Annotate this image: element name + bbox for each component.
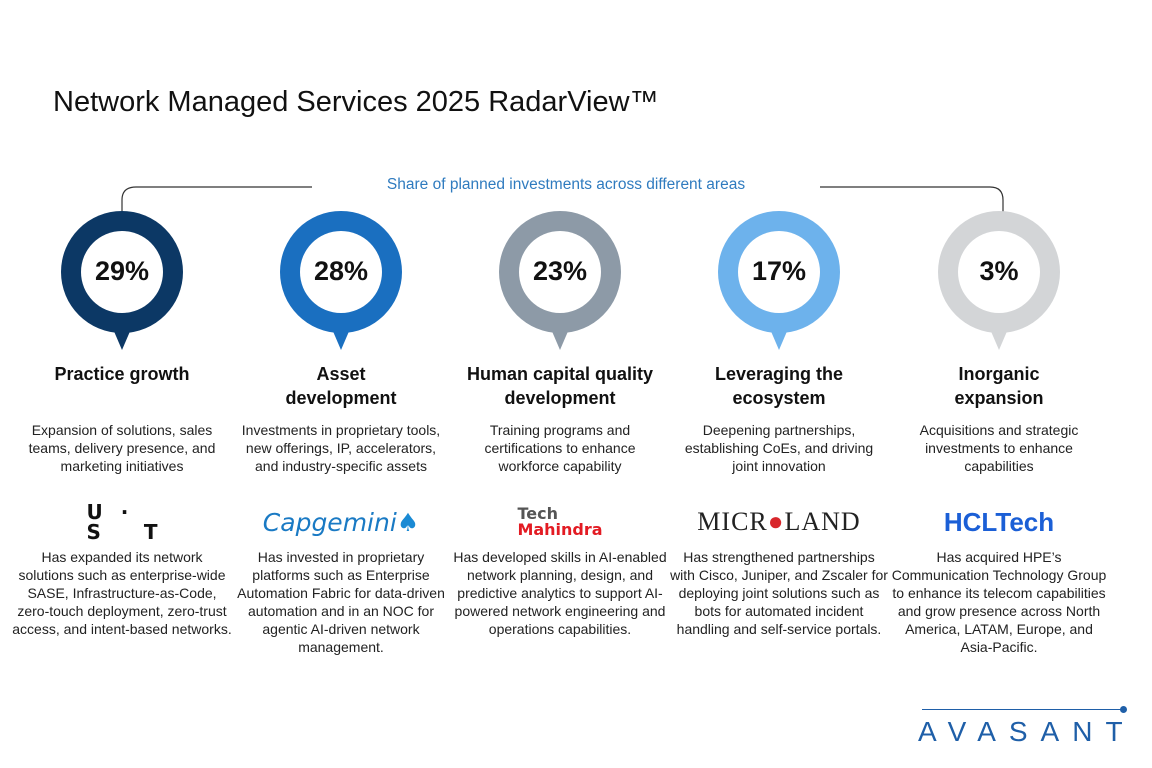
- percent-value: 17%: [751, 256, 807, 286]
- pin-marker-icon: [61, 211, 183, 350]
- company-logo: HCLTech: [889, 502, 1109, 542]
- percent-value: 3%: [979, 256, 1019, 286]
- capgemini-logo: Capgemini♠: [262, 507, 420, 537]
- bracket-connector: [121, 186, 1004, 232]
- area-description: Acquisitions and strategic investments t…: [919, 422, 1079, 474]
- area-description: Investments in proprietary tools, new of…: [241, 422, 441, 474]
- investment-column: 17% Leveraging the ecosystem Deepening p…: [669, 210, 889, 637]
- company-logo: Capgemini♠: [231, 502, 451, 542]
- area-heading: Human capital quality development: [466, 364, 654, 408]
- company-logo: MICR●LAND: [669, 502, 889, 542]
- percent-value: 23%: [532, 256, 588, 286]
- investment-column: 29% Practice growth Expansion of solutio…: [12, 210, 232, 637]
- subtitle: Share of planned investments across diff…: [386, 176, 746, 193]
- page-title: Network Managed Services 2025 RadarView™: [53, 86, 659, 118]
- investment-column: 3% Inorganic expansion Acquisitions and …: [889, 210, 1109, 655]
- pin-marker-icon: [280, 211, 402, 350]
- company-description: Has invested in proprietary platforms su…: [237, 549, 445, 655]
- company-logo: U· S T: [12, 502, 232, 542]
- company-description: Has strengthened partnerships with Cisco…: [670, 549, 888, 637]
- area-description: Training programs and certifications to …: [484, 422, 636, 474]
- microland-logo: MICR●LAND: [697, 507, 861, 536]
- company-logo: Tech Mahindra: [450, 502, 670, 542]
- percent-value: 29%: [94, 256, 150, 286]
- investment-column: 23% Human capital quality development Tr…: [450, 210, 670, 637]
- company-description: Has acquired HPE’s Communication Technol…: [891, 549, 1107, 655]
- percent-value: 28%: [313, 256, 369, 286]
- company-description: Has expanded its network solutions such …: [12, 549, 232, 637]
- ust-logo: U· S T: [86, 500, 176, 544]
- pin-marker-icon: [718, 211, 840, 350]
- area-description: Expansion of solutions, sales teams, del…: [28, 422, 216, 474]
- area-heading: Asset development: [285, 364, 397, 408]
- pin-marker-icon: [938, 211, 1060, 350]
- brand-name: AVASANT: [918, 716, 1136, 747]
- area-description: Deepening partnerships, establishing CoE…: [684, 422, 874, 474]
- investment-column: 28% Asset development Investments in pro…: [231, 210, 451, 655]
- area-heading: Leveraging the ecosystem: [714, 364, 844, 408]
- pin-marker-icon: [499, 211, 621, 350]
- company-description: Has developed skills in AI-enabled netwo…: [453, 549, 667, 637]
- area-heading: Inorganic expansion: [954, 364, 1044, 408]
- hcltech-logo: HCLTech: [943, 506, 1055, 537]
- area-heading: Practice growth: [54, 364, 190, 384]
- tech-mahindra-logo: Tech Mahindra: [517, 504, 603, 539]
